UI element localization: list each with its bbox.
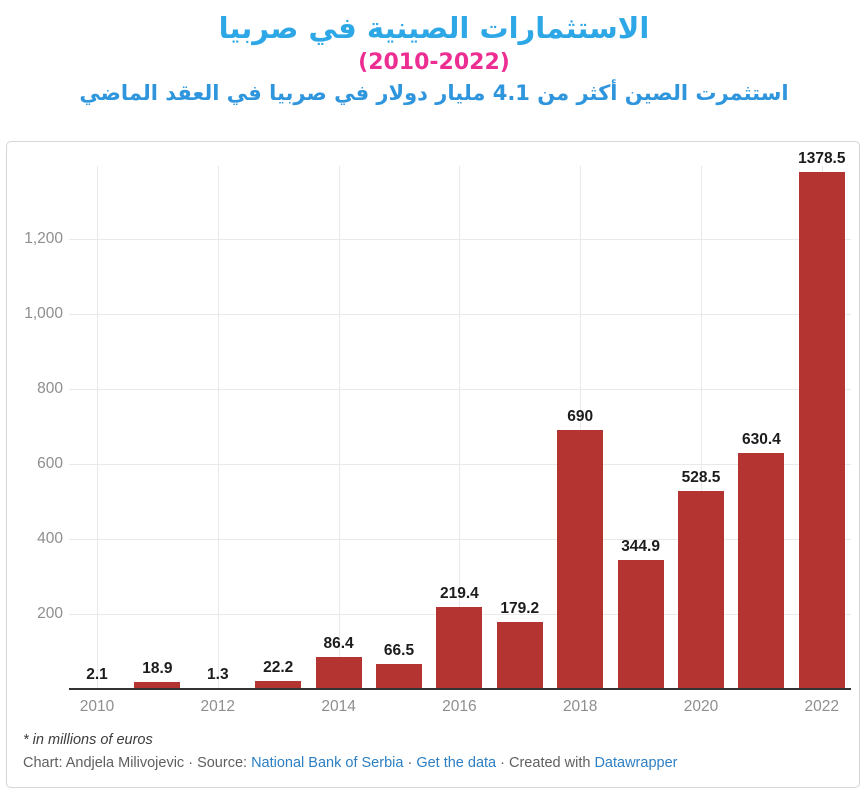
credits-created-with: · Created with: [496, 755, 595, 771]
x-axis-tick-label: 2022: [804, 698, 840, 715]
chart-footnote: * in millions of euros: [23, 732, 153, 748]
bar-value-label: 22.2: [263, 658, 294, 676]
x-gridline: [459, 166, 461, 689]
x-axis-tick-label: 2020: [683, 698, 719, 715]
bar-value-label: 66.5: [383, 642, 415, 660]
x-axis-tick-label: 2012: [200, 698, 236, 715]
y-axis-tick-label: 400: [37, 530, 63, 547]
datawrapper-link[interactable]: Datawrapper: [594, 755, 678, 771]
chart-credits: Chart: Andjela Milivojevic · Source: Nat…: [23, 755, 677, 771]
x-axis-tick-label: 2014: [321, 698, 356, 715]
x-gridline: [580, 166, 582, 689]
bar-value-label: 630.4: [741, 430, 781, 448]
credits-separator: ·: [403, 755, 417, 771]
y-axis-tick-label: 800: [37, 380, 63, 397]
bar-value-label: 2.1: [86, 666, 108, 683]
y-axis-tick-label: 1,200: [24, 230, 63, 247]
bar-2021[interactable]: [738, 452, 785, 689]
chart-card: 200 400 600 800 1,000 1,200 2010 2012 2014 2016 20…: [6, 141, 860, 788]
y-axis-tick-label: 1,000: [24, 305, 63, 322]
bar-value-label: 18.9: [142, 659, 173, 677]
x-axis-tick-label: 2010: [79, 698, 115, 715]
bar-value-label: 219.4: [439, 584, 479, 602]
bar-value-label: 528.5: [681, 468, 721, 486]
x-axis-baseline: [69, 688, 851, 690]
y-axis-tick-label: 200: [37, 605, 63, 622]
bar-2014[interactable]: [315, 656, 362, 689]
credits-prefix: Chart: Andjela Milivojevic · Source:: [23, 755, 252, 771]
bar-value-label: 86.4: [323, 634, 354, 652]
bar-2013[interactable]: [255, 680, 302, 689]
bar-2011[interactable]: [134, 681, 181, 689]
chart-title: الاستثمارات الصينية في صربيا: [218, 11, 650, 45]
bar-value-label: 344.9: [621, 537, 660, 555]
y-axis-tick-label: 600: [37, 455, 63, 472]
bar-value-label: 1378.5: [798, 150, 846, 168]
bar-value-label: 179.2: [500, 599, 540, 617]
chart-description: استثمرت الصين أكثر من 4.1 مليار دولار في…: [79, 81, 789, 106]
bar-2019[interactable]: [617, 559, 664, 689]
x-axis-tick-label: 2018: [562, 698, 598, 715]
source-link[interactable]: National Bank of Serbia: [251, 755, 404, 771]
bar-2016[interactable]: [436, 606, 483, 689]
bar-2017[interactable]: [496, 621, 543, 689]
chart-subtitle-years: (2010-2022): [358, 49, 510, 75]
x-gridline: [217, 166, 219, 689]
x-axis-tick-label: 2016: [442, 698, 477, 715]
bar-2020[interactable]: [678, 490, 724, 689]
bar-chart-plot: 200 400 600 800 1,000 1,200 2010 2012 2014 2016 20…: [7, 142, 859, 787]
x-gridline: [701, 166, 702, 689]
x-gridline: [338, 166, 340, 689]
bar-value-label: 690: [567, 408, 594, 426]
chart-header: الاستثمارات الصينية في صربيا (2010-2022)…: [0, 0, 868, 107]
bar-2018[interactable]: [557, 430, 604, 689]
bar-value-label: 1.3: [207, 666, 229, 683]
x-gridline: [97, 166, 98, 689]
get-the-data-link[interactable]: Get the data: [416, 755, 497, 771]
bar-2015[interactable]: [376, 664, 422, 689]
bar-2022[interactable]: [798, 172, 845, 689]
